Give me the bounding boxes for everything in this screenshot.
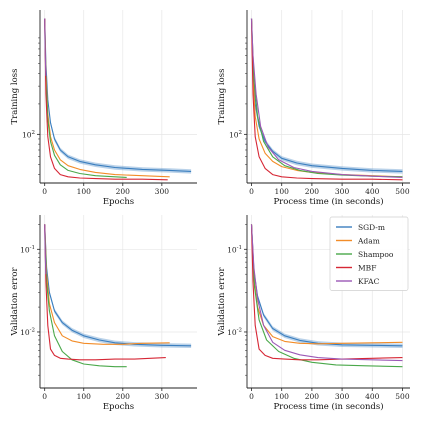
series-line-sgd-m <box>44 224 192 347</box>
legend-label-shampoo: Shampoo <box>358 250 394 259</box>
x-tick-label: 0 <box>42 187 47 196</box>
chart-panel-3: 0 100 200 300 10-1 10-2 Epochs Validation error <box>10 215 197 412</box>
series-band-sgd-m <box>44 16 192 174</box>
x-tick-label: 500 <box>395 392 410 401</box>
series-line-shampoo <box>44 224 127 368</box>
legend-label-mbf: MBF <box>358 264 376 273</box>
x-tick-label: 400 <box>365 392 380 401</box>
series-line-mbf <box>250 18 403 181</box>
series-line-kfac <box>44 224 47 275</box>
series-band-sgd-m <box>251 16 403 174</box>
x-tick-label: 100 <box>275 392 290 401</box>
chart-panel-1: 0 100 200 300 102 Epochs Training loss <box>10 10 197 207</box>
series-line-adam <box>44 224 170 345</box>
y-tick-label: 10-2 <box>227 327 242 337</box>
legend-box <box>329 216 409 291</box>
y-tick-label: 10-1 <box>20 245 35 255</box>
series-group <box>250 16 403 181</box>
x-tick-label: 500 <box>395 187 410 196</box>
y-axis-label: Validation error <box>217 266 227 336</box>
series-line-sgd-m <box>44 18 192 172</box>
y-axis-label: Validation error <box>10 266 20 336</box>
x-tick-label: 0 <box>249 392 254 401</box>
y-axis-label: Training loss <box>10 69 20 125</box>
x-axis-label: Epochs <box>103 402 134 412</box>
y-tick-label: 10-2 <box>20 327 35 337</box>
chart-panel-4: 0 100 200 300 400 500 10-1 10-2 Process time (in… <box>217 215 410 412</box>
y-axis-label: Training loss <box>217 69 227 125</box>
series-group <box>250 222 403 368</box>
series-line-kfac <box>250 224 403 362</box>
series-line-kfac <box>250 18 403 178</box>
series-line-shampoo <box>250 224 403 368</box>
series-group <box>44 222 192 368</box>
series-group <box>44 16 192 181</box>
x-tick-label: 300 <box>155 392 170 401</box>
x-tick-label: 100 <box>77 392 92 401</box>
x-tick-label: 100 <box>77 187 92 196</box>
x-tick-label: 100 <box>275 187 290 196</box>
series-band-sgd-m <box>44 222 192 348</box>
y-tick-label: 102 <box>22 130 35 140</box>
x-tick-label: 0 <box>249 187 254 196</box>
x-axis-label: Process time (in seconds) <box>273 401 383 412</box>
y-tick-label: 10-1 <box>227 245 242 255</box>
legend-label-kfac: KFAC <box>358 277 380 286</box>
legend: SGD-m Adam Shampoo MBF KFAC <box>329 216 409 291</box>
x-tick-label: 400 <box>365 187 380 196</box>
x-tick-label: 300 <box>335 392 350 401</box>
x-tick-label: 200 <box>116 392 131 401</box>
x-axis-label: Epochs <box>103 197 134 207</box>
legend-label-adam: Adam <box>357 237 380 246</box>
x-tick-label: 200 <box>116 187 131 196</box>
series-line-mbf <box>44 224 166 361</box>
x-axis-label: Process time (in seconds) <box>273 196 383 207</box>
x-tick-label: 200 <box>305 187 320 196</box>
series-line-kfac <box>44 18 47 76</box>
x-tick-label: 300 <box>155 187 170 196</box>
y-tick-label: 102 <box>229 130 242 140</box>
chart-panel-2: 0 100 200 300 400 500 102 Process time (in seco… <box>217 10 410 207</box>
x-tick-label: 0 <box>42 392 47 401</box>
x-tick-label: 300 <box>335 187 350 196</box>
x-tick-label: 200 <box>305 392 320 401</box>
series-line-sgd-m <box>250 18 403 172</box>
series-line-mbf <box>44 18 168 181</box>
series-line-shampoo <box>44 18 127 178</box>
legend-label-sgd-m: SGD-m <box>358 223 385 232</box>
